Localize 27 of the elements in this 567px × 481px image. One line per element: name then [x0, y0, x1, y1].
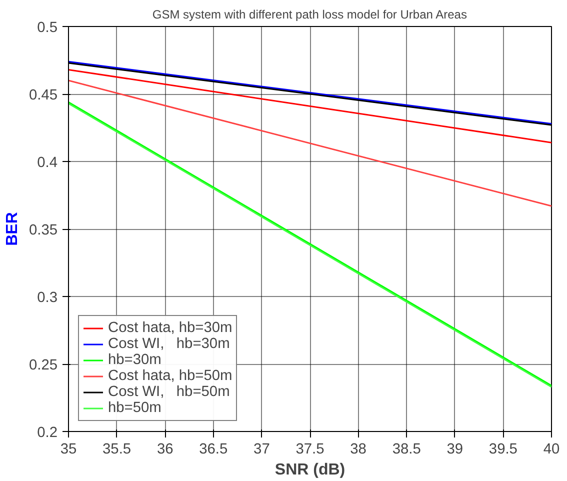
y-tick-label: 0.3 — [37, 290, 58, 306]
x-tick-label: 38 — [350, 442, 366, 458]
legend-label: hb=50m — [108, 400, 162, 416]
y-tick-label: 0.4 — [37, 155, 58, 171]
y-tick-label: 0.45 — [28, 88, 58, 104]
legend-label: Cost hata, hb=30m — [108, 320, 232, 336]
legend-label: Cost hata, hb=50m — [108, 368, 232, 384]
x-tick-label: 40 — [543, 442, 560, 458]
x-tick-label: 39.5 — [488, 442, 518, 458]
y-tick-label: 0.2 — [37, 425, 58, 441]
y-tick-label: 0.35 — [28, 222, 58, 238]
x-tick-label: 38.5 — [392, 442, 421, 458]
legend-label: hb=30m — [108, 352, 162, 368]
y-tick-label: 0.5 — [37, 20, 58, 36]
legend-label: Cost WI, hb=50m — [108, 384, 230, 400]
x-tick-label: 37 — [254, 442, 270, 458]
x-tick-label: 35.5 — [102, 442, 132, 458]
x-tick-label: 36.5 — [199, 442, 228, 458]
x-tick-label: 37.5 — [296, 442, 324, 458]
x-tick-label: 39 — [446, 442, 464, 458]
x-tick-label: 35 — [60, 442, 77, 458]
x-axis-title: SNR (dB) — [274, 462, 346, 478]
x-tick-label: 36 — [156, 442, 174, 458]
legend-label: Cost WI, hb=30m — [108, 336, 230, 352]
y-tick-label: 0.25 — [28, 358, 58, 374]
y-axis-title: BER — [4, 212, 21, 246]
chart-title: GSM system with different path loss model for Urban Areas — [152, 8, 467, 22]
